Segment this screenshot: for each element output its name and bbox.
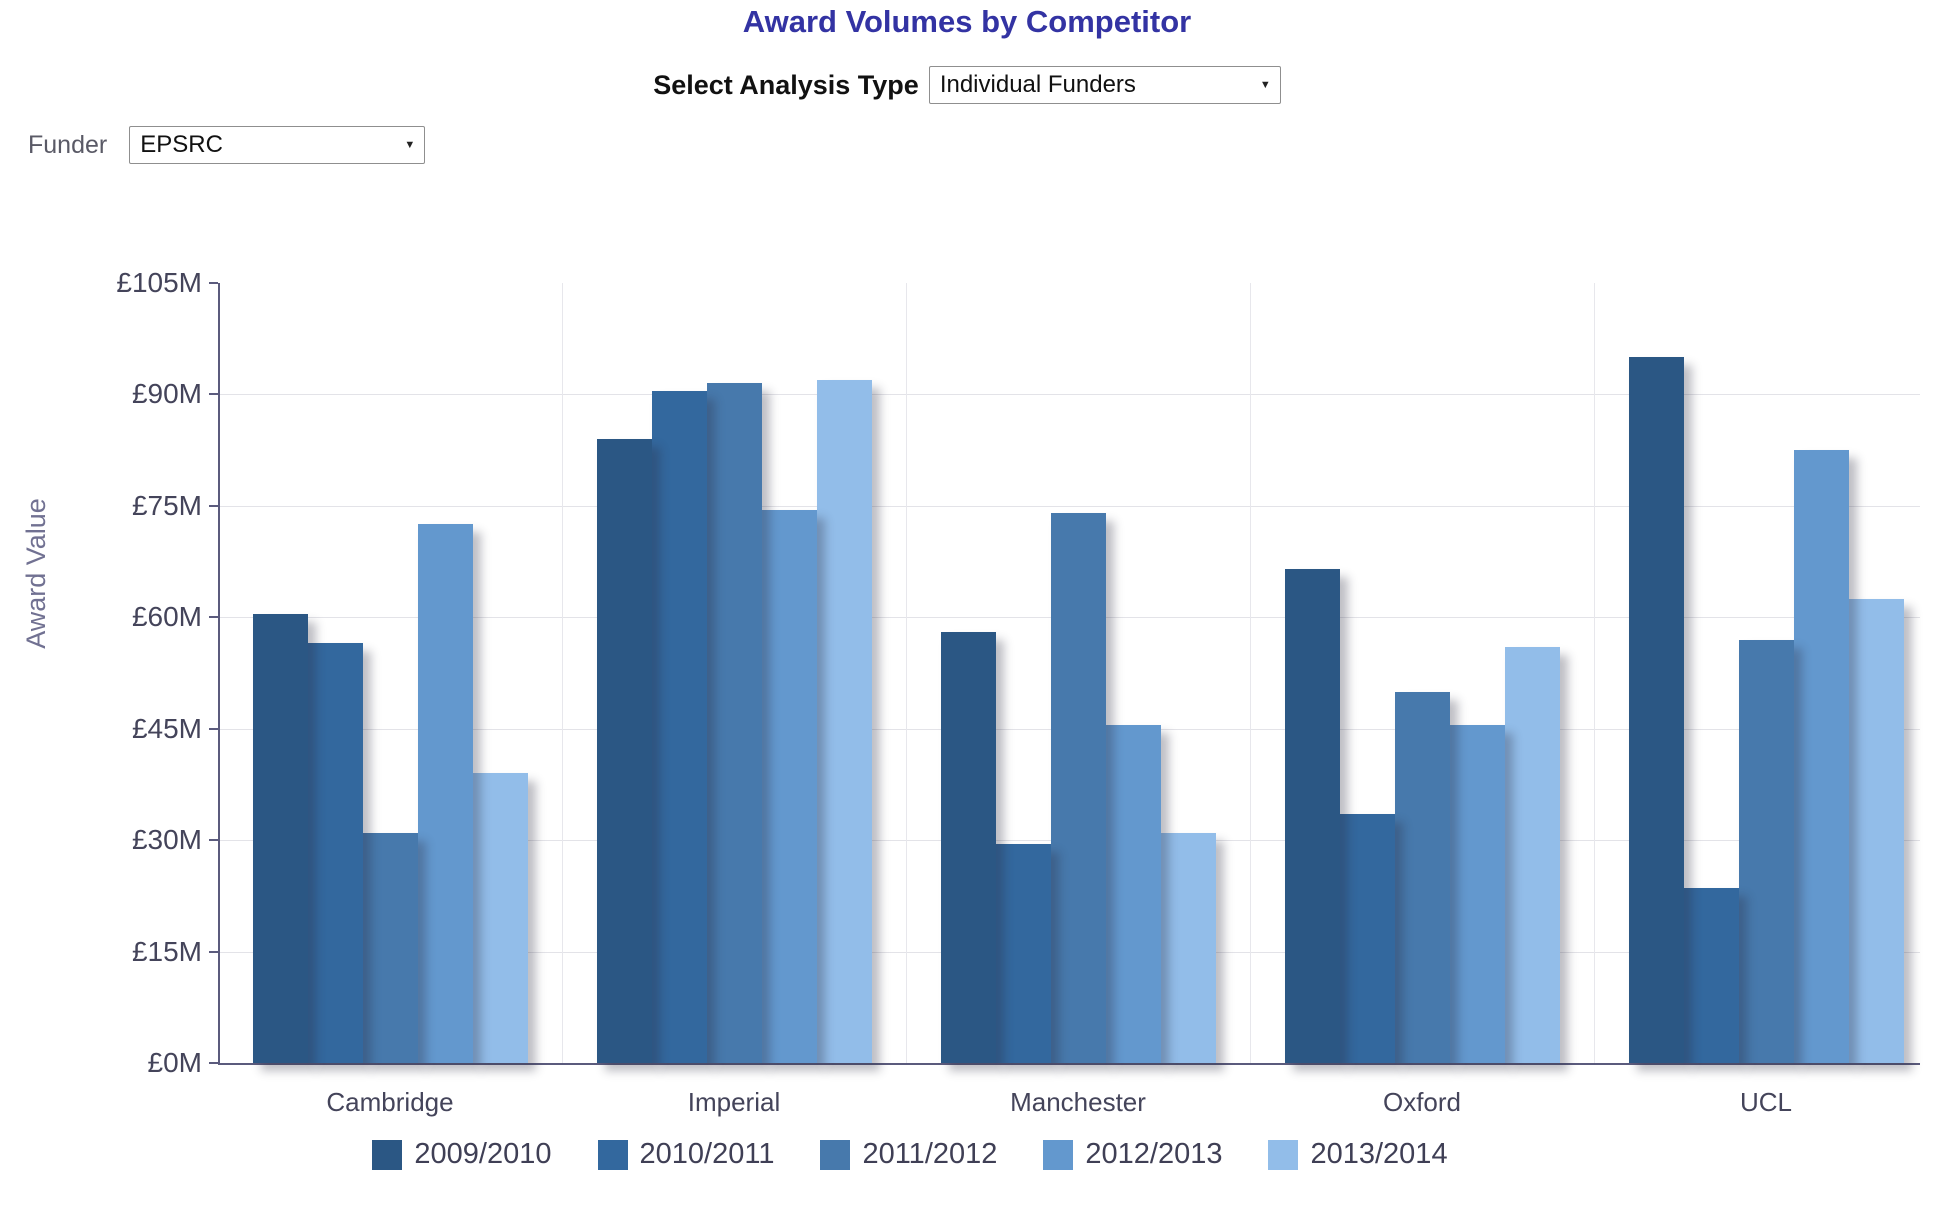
legend-label: 2010/2011 xyxy=(639,1138,775,1170)
legend-swatch xyxy=(820,1139,851,1170)
bar-cambridge-2009-2010[interactable] xyxy=(252,613,308,1063)
y-axis-tick-label: £90M xyxy=(131,378,202,410)
page-title: Award Volumes by Competitor xyxy=(742,4,1192,39)
bar-imperial-2013-2014[interactable] xyxy=(816,379,872,1063)
y-axis-tick xyxy=(209,950,218,953)
bar-oxford-2011-2012[interactable] xyxy=(1394,691,1450,1063)
y-axis-tick-label: £45M xyxy=(131,712,202,744)
bar-imperial-2012-2013[interactable] xyxy=(761,509,817,1063)
bar-ucl-2013-2014[interactable] xyxy=(1848,598,1904,1063)
bar-manchester-2010-2011[interactable] xyxy=(995,843,1051,1063)
bar-imperial-2011-2012[interactable] xyxy=(706,383,762,1063)
legend-swatch xyxy=(372,1139,403,1170)
bar-ucl-2011-2012[interactable] xyxy=(1738,639,1794,1063)
funder-control: Funder EPSRC xyxy=(28,126,426,164)
x-axis-category-label: Oxford xyxy=(1382,1087,1462,1117)
y-axis-tick-label: £30M xyxy=(131,824,202,856)
x-axis-category-label: Cambridge xyxy=(326,1087,454,1117)
x-axis-line xyxy=(218,1063,1920,1065)
x-axis-category-label: UCL xyxy=(1739,1087,1792,1117)
y-axis-tick xyxy=(209,282,218,284)
analysis-type-control: Select Analysis Type Individual Funders xyxy=(0,66,1934,104)
y-axis-tick-label: £105M xyxy=(116,267,202,298)
bar-imperial-2010-2011[interactable] xyxy=(651,390,707,1063)
category-separator-line xyxy=(1250,283,1251,1063)
legend-item-2009-2010[interactable]: 2009/2010 xyxy=(372,1138,552,1171)
bar-ucl-2010-2011[interactable] xyxy=(1683,888,1739,1063)
funder-select-wrap: EPSRC xyxy=(129,126,426,164)
bar-cambridge-2010-2011[interactable] xyxy=(307,643,363,1063)
bar-chart: Award Value 2009/2010 2010/2011 2011/2012 2… xyxy=(0,210,1934,1220)
y-axis-tick xyxy=(209,1062,218,1064)
legend-item-2012-2013[interactable]: 2012/2013 xyxy=(1043,1138,1222,1171)
legend-item-2011-2012[interactable]: 2011/2012 xyxy=(820,1138,997,1171)
legend-swatch xyxy=(1043,1139,1074,1170)
y-gridline xyxy=(218,505,1920,507)
category-separator-line xyxy=(562,283,563,1063)
bar-cambridge-2011-2012[interactable] xyxy=(362,832,418,1063)
y-axis-tick xyxy=(209,393,218,396)
legend-swatch xyxy=(1268,1139,1299,1170)
y-axis-tick-label: £15M xyxy=(131,935,202,967)
legend-item-2013-2014[interactable]: 2013/2014 xyxy=(1268,1138,1448,1171)
bar-manchester-2013-2014[interactable] xyxy=(1160,832,1216,1063)
y-axis-line xyxy=(218,283,220,1065)
x-axis-category-label: Imperial xyxy=(687,1087,781,1117)
legend-swatch xyxy=(597,1139,628,1170)
category-separator-line xyxy=(1594,283,1595,1063)
bar-ucl-2012-2013[interactable] xyxy=(1793,450,1849,1063)
y-axis-title: Award Value xyxy=(20,497,51,649)
y-axis-tick-label: £60M xyxy=(131,601,202,633)
legend-item-2010-2011[interactable]: 2010/2011 xyxy=(597,1138,775,1171)
chart-legend: 2009/2010 2010/2011 2011/2012 2012/2013 2013… xyxy=(0,1138,1820,1171)
legend-label: 2009/2010 xyxy=(414,1138,552,1170)
legend-label: 2011/2012 xyxy=(862,1138,998,1170)
bar-manchester-2009-2010[interactable] xyxy=(940,632,996,1063)
bar-oxford-2009-2010[interactable] xyxy=(1284,569,1340,1063)
legend-label: 2013/2014 xyxy=(1310,1138,1448,1170)
category-separator-line xyxy=(906,283,907,1063)
y-axis-tick xyxy=(209,616,218,619)
bar-oxford-2010-2011[interactable] xyxy=(1339,814,1395,1063)
analysis-type-label: Select Analysis Type xyxy=(653,69,919,100)
y-axis-tick xyxy=(209,504,218,507)
x-axis-category-label: Manchester xyxy=(1010,1087,1146,1117)
bar-cambridge-2013-2014[interactable] xyxy=(472,773,528,1063)
y-axis-tick-label: £75M xyxy=(131,489,202,521)
bar-manchester-2011-2012[interactable] xyxy=(1050,513,1106,1063)
y-axis-tick-label: £0M xyxy=(147,1047,202,1078)
bar-oxford-2012-2013[interactable] xyxy=(1449,725,1505,1063)
bar-manchester-2012-2013[interactable] xyxy=(1105,725,1161,1063)
funder-select[interactable]: EPSRC xyxy=(129,126,426,164)
funder-label: Funder xyxy=(28,130,108,159)
analysis-type-select[interactable]: Individual Funders xyxy=(928,66,1281,104)
legend-label: 2012/2013 xyxy=(1085,1138,1223,1170)
analysis-type-select-wrap: Individual Funders xyxy=(928,66,1281,104)
y-gridline xyxy=(218,394,1920,396)
bar-cambridge-2012-2013[interactable] xyxy=(417,524,473,1063)
y-axis-tick xyxy=(209,839,218,842)
bar-ucl-2009-2010[interactable] xyxy=(1628,357,1684,1063)
bar-imperial-2009-2010[interactable] xyxy=(596,439,652,1063)
bar-oxford-2013-2014[interactable] xyxy=(1504,647,1560,1063)
y-axis-tick xyxy=(209,727,218,730)
